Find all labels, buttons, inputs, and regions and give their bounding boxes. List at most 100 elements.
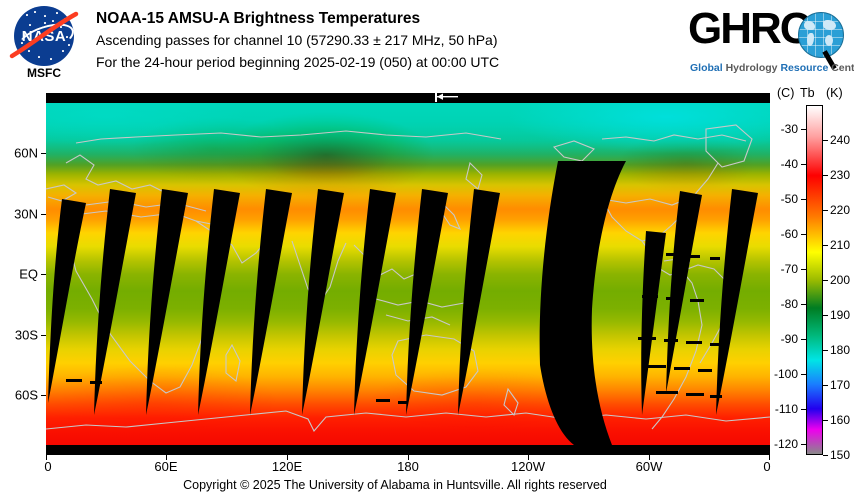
nasa-red-swoosh-icon	[9, 11, 79, 59]
colorbar-tick-celsius	[801, 303, 806, 305]
page-subtitle-period: For the 24-hour period beginning 2025-02…	[96, 54, 500, 70]
colorbar-label-celsius: -120	[773, 436, 798, 451]
x-tick	[166, 455, 167, 460]
equator-crossing-arrow-icon	[435, 93, 458, 102]
y-axis-label: 30N	[14, 206, 38, 222]
x-tick	[769, 455, 770, 460]
colorbar-tick-celsius	[801, 443, 806, 445]
colorbar-label-celsius: -30	[780, 121, 798, 136]
colorbar-label-kelvin: 150	[830, 448, 851, 462]
colorbar-label-celsius: -50	[780, 191, 798, 206]
x-tick	[649, 455, 650, 460]
colorbar-tick-celsius	[801, 163, 806, 165]
nasa-star	[26, 14, 28, 16]
nasa-star	[52, 20, 54, 22]
ghrc-tagline: Global Hydrology Resource Center	[690, 62, 854, 74]
colorbar-label-celsius: -40	[780, 156, 798, 171]
nasa-star	[62, 50, 64, 52]
colorbar-label-celsius: -90	[780, 331, 798, 346]
colorbar-label-celsius: -70	[780, 261, 798, 276]
colorbar-tick-kelvin	[823, 420, 828, 421]
colorbar-tick-celsius	[801, 233, 806, 235]
ghrc-logo: GHRC Global Hydrology Resource Center	[688, 4, 854, 78]
y-axis-label: EQ	[19, 266, 38, 282]
nasa-star	[60, 26, 62, 28]
page-subtitle-channel: Ascending passes for channel 10 (57290.3…	[96, 32, 498, 48]
colorbar-tick-kelvin	[823, 315, 828, 316]
colorbar-label-kelvin: 190	[830, 308, 851, 322]
y-axis-label: 60S	[14, 387, 38, 403]
x-axis-label: 60W	[635, 459, 663, 474]
nasa-star	[34, 11, 36, 13]
nasa-center-label: MSFC	[27, 66, 61, 80]
nasa-logo: NASA MSFC	[6, 4, 82, 80]
x-tick	[528, 455, 529, 460]
colorbar-label-kelvin: 240	[830, 133, 851, 147]
colorbar-label-celsius: -100	[773, 366, 798, 381]
colorbar-label-celsius: -110	[774, 401, 798, 416]
colorbar-label-kelvin: 160	[830, 413, 851, 427]
orbital-gap-overlay	[48, 161, 758, 445]
colorbar-tick-kelvin	[823, 245, 828, 246]
colorbar-tick-celsius	[801, 373, 806, 375]
x-tick	[287, 455, 288, 460]
colorbar-unit-celsius: (C)	[777, 86, 795, 100]
colorbar-label-kelvin: 220	[830, 203, 851, 217]
colorbar-tick-kelvin	[823, 210, 828, 211]
nasa-star	[38, 56, 40, 58]
nasa-star	[66, 36, 68, 38]
colorbar-label-celsius: -80	[780, 296, 798, 311]
x-axis-label: 120W	[511, 459, 545, 474]
y-tick	[41, 274, 46, 275]
colorbar-unit-kelvin: (K)	[826, 86, 843, 100]
x-tick	[46, 455, 47, 460]
y-axis-label: 60N	[14, 145, 38, 161]
ghrc-wordmark: GHRC	[688, 4, 812, 53]
nasa-star	[23, 34, 25, 36]
colorbar-tick-celsius	[801, 128, 806, 130]
colorbar-tick-celsius	[801, 408, 806, 410]
colorbar-tick-celsius	[801, 198, 806, 200]
x-axis-label: 0	[763, 459, 771, 474]
nasa-star	[21, 42, 23, 44]
colorbar-label-kelvin: 180	[830, 343, 851, 357]
x-axis-label: 180	[397, 459, 419, 474]
colorbar-tick-celsius	[801, 338, 806, 340]
y-tick	[41, 153, 46, 154]
colorbar-label-kelvin: 230	[830, 168, 851, 182]
nasa-star	[56, 12, 58, 14]
colorbar-tick-kelvin	[823, 140, 828, 141]
nasa-star	[50, 58, 52, 60]
nasa-star	[68, 44, 70, 46]
x-tick	[408, 455, 409, 460]
colorbar-tick-kelvin	[823, 280, 828, 281]
nasa-star	[28, 50, 30, 52]
colorbar-label-kelvin: 200	[830, 273, 851, 287]
x-axis-label: 60E	[154, 459, 178, 474]
colorbar-label-kelvin: 170	[830, 378, 851, 392]
page-title: NOAA-15 AMSU-A Brightness Temperatures	[96, 10, 421, 27]
y-tick	[41, 335, 46, 336]
arctic-vortex-overlay	[46, 103, 770, 173]
x-axis-label: 120E	[271, 459, 303, 474]
title-block: NOAA-15 AMSU-A Brightness Temperatures A…	[96, 8, 499, 73]
ghrc-globe-icon	[798, 12, 844, 58]
copyright-notice: Copyright © 2025 The University of Alaba…	[183, 478, 607, 492]
y-tick	[41, 214, 46, 215]
colorbar-gradient	[806, 105, 823, 455]
x-axis-label: 0	[44, 459, 52, 474]
brightness-temperature-map[interactable]	[46, 93, 770, 455]
colorbar-tick-celsius	[801, 268, 806, 270]
colorbar-tick-kelvin	[823, 350, 828, 351]
nasa-star	[44, 22, 46, 24]
y-tick	[41, 395, 46, 396]
colorbar-label-celsius: -60	[780, 226, 798, 241]
nasa-star	[29, 24, 31, 26]
colorbar-tick-kelvin	[823, 175, 828, 176]
nasa-star	[44, 15, 46, 17]
colorbar-unit-tb: Tb	[800, 86, 815, 100]
colorbar-tick-kelvin	[823, 455, 828, 456]
colorbar-label-kelvin: 210	[830, 238, 851, 252]
colorbar-tick-kelvin	[823, 385, 828, 386]
y-axis-label: 30S	[14, 327, 38, 343]
